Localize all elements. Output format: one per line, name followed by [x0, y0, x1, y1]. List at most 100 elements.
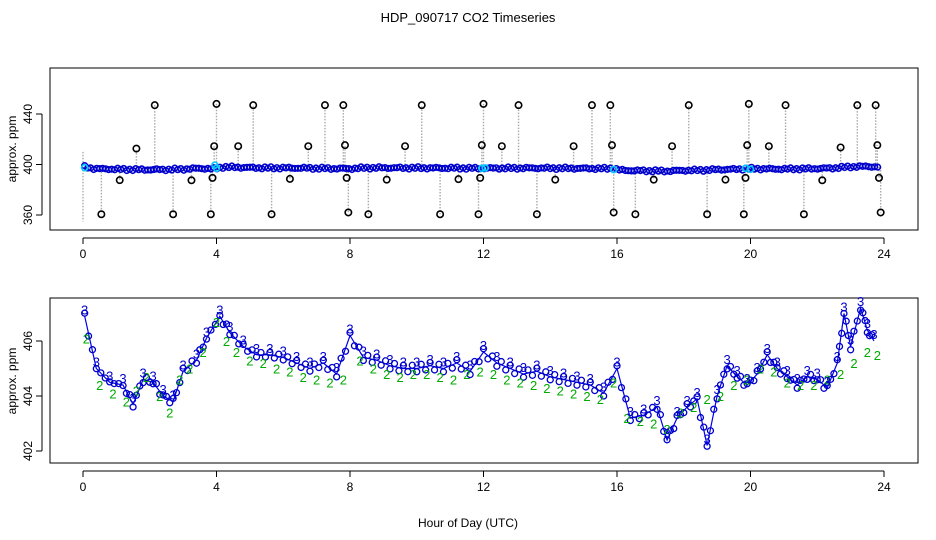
data-point: [796, 376, 805, 385]
data-point: [216, 311, 224, 320]
data-point: [693, 393, 701, 401]
series-2-marker: 2: [396, 370, 403, 385]
data-point: [92, 365, 100, 373]
x-tick-label: 12: [477, 480, 491, 494]
data-point: [551, 370, 559, 379]
series-2-marker: 2: [770, 364, 777, 379]
data-point: [617, 383, 626, 392]
spike-point: [551, 175, 560, 184]
data-point: [555, 377, 563, 386]
series-2-marker: 2: [96, 378, 103, 393]
spike-point: [267, 210, 276, 219]
data-point: [239, 340, 247, 349]
bottom-panel-axes: 0 4 8 12 16 20 24 402 404 406: [21, 331, 891, 494]
spike-point: [818, 176, 827, 185]
series-2-marker: 2: [703, 392, 710, 407]
data-point: [515, 365, 523, 373]
data-point: [564, 379, 572, 388]
x-tick-label: 0: [80, 247, 87, 261]
data-point: [457, 365, 465, 373]
data-point: [119, 381, 127, 390]
spike-point: [668, 142, 677, 151]
series-3-marker: 3: [587, 371, 594, 386]
series-2-marker: 2: [623, 411, 630, 426]
data-point: [790, 375, 798, 384]
data-point: [656, 411, 665, 419]
data-point: [703, 442, 711, 450]
data-point: [773, 363, 781, 372]
data-point: [226, 330, 234, 339]
data-point: [270, 354, 279, 362]
series-3-marker: 3: [653, 393, 660, 408]
data-point: [426, 358, 434, 367]
x-tick-label: 16: [610, 480, 624, 494]
series-3-marker: 3: [814, 366, 821, 381]
data-point: [377, 361, 385, 369]
series-2-marker: 2: [530, 378, 537, 393]
data-point: [453, 356, 461, 364]
spike-point: [417, 101, 426, 110]
series-3-marker: 3: [703, 432, 710, 447]
bottom-panel-ylabel: approx. ppm: [5, 348, 19, 415]
series-2-marker: 2: [717, 389, 724, 404]
series-3-marker: 3: [744, 371, 751, 386]
data-point: [716, 381, 725, 389]
series-3-marker: 3: [864, 316, 871, 331]
data-point: [546, 376, 554, 384]
data-point: [310, 360, 319, 368]
y-tick-label: 404: [21, 386, 35, 406]
series-2-marker: 2: [223, 334, 230, 349]
spike-point: [876, 208, 885, 217]
spike-point: [587, 101, 596, 110]
series-3-marker: 3: [240, 333, 247, 348]
spike-point: [97, 210, 106, 219]
series-3-marker: 3: [193, 346, 200, 361]
spike-point: [340, 141, 349, 150]
data-point: [430, 366, 439, 374]
data-point: [750, 377, 758, 385]
data-point: [172, 389, 181, 397]
series-3-marker: 3: [834, 349, 841, 364]
series-2-marker: 2: [133, 384, 140, 399]
series-3-marker: 3: [440, 355, 447, 370]
series-2-marker: 2: [260, 356, 267, 371]
series-2-marker: 2: [383, 367, 390, 382]
data-point: [793, 384, 801, 392]
data-point: [114, 379, 123, 388]
data-point: [479, 345, 488, 353]
series-3-marker: 3: [373, 346, 380, 361]
data-point: [88, 346, 97, 354]
series-3-marker: 3: [673, 404, 680, 419]
spike-point: [454, 175, 463, 184]
x-tick-label: 24: [877, 480, 891, 494]
spike-point: [703, 210, 712, 219]
data-point: [736, 372, 745, 381]
data-point: [202, 335, 211, 343]
series-3-marker: 3: [600, 379, 607, 394]
series-2-marker: 2: [503, 373, 510, 388]
data-point: [315, 363, 323, 372]
series-3-marker: 3: [547, 363, 554, 378]
data-point: [275, 350, 283, 358]
data-point: [106, 378, 114, 386]
data-point: [421, 366, 430, 374]
data-point: [332, 373, 341, 381]
x-tick-label: 8: [347, 480, 354, 494]
data-point: [266, 348, 274, 357]
spike-point: [479, 99, 488, 108]
data-point: [306, 367, 314, 375]
series-3-marker: 3: [754, 360, 761, 375]
data-point: [466, 370, 474, 379]
series-3-marker: 3: [467, 357, 474, 372]
data-point: [364, 351, 372, 360]
data-point: [122, 389, 131, 397]
alt-point: [609, 165, 618, 174]
chart-title: HDP_090717 CO2 Timeseries: [381, 10, 556, 25]
alt-point: [212, 164, 221, 173]
spike-point: [364, 210, 373, 219]
data-point: [301, 360, 310, 368]
series-3-marker: 3: [560, 366, 567, 381]
data-point: [159, 391, 167, 399]
series-2-marker: 2: [410, 367, 417, 382]
data-point: [346, 328, 354, 337]
